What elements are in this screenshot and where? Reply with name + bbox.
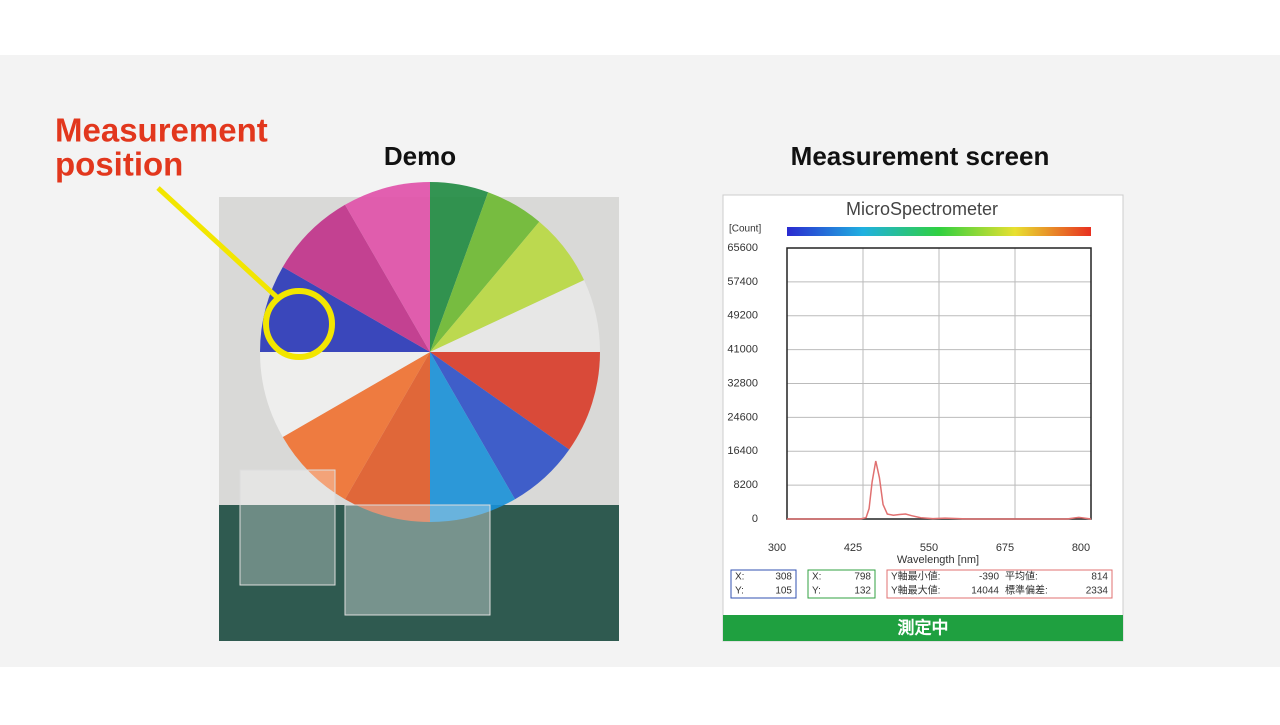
readout-text: 105: [775, 586, 792, 597]
y-axis-label: [Count]: [729, 224, 761, 235]
wheel-sector: [260, 352, 430, 437]
chart-title: MicroSpectrometer: [846, 199, 998, 219]
status-bar: [723, 615, 1123, 641]
readout-text: Y:: [735, 586, 744, 597]
wheel-sector: [430, 352, 515, 522]
demo-heading: Demo: [384, 141, 456, 171]
readout-text: Y軸最大値:: [891, 584, 940, 597]
pointer-line: [156, 186, 282, 302]
wheel-sector: [282, 204, 430, 352]
readout-text: 814: [1091, 572, 1108, 583]
wheel-sector: [430, 352, 570, 500]
spectrum-bar: [787, 227, 1091, 236]
callout-line-2: position: [55, 146, 183, 183]
readout-text: 標準偏差:: [1005, 584, 1048, 597]
y-tick-label: 24600: [727, 411, 758, 423]
readout-text: -390: [979, 572, 999, 583]
wheel-sector: [345, 182, 430, 352]
readout-text: 798: [854, 572, 871, 583]
y-tick-label: 49200: [727, 310, 758, 322]
pointer-circle: [263, 288, 335, 360]
y-tick-label: 16400: [727, 445, 758, 457]
readout-box: [807, 569, 876, 599]
photo-mat: [219, 505, 619, 641]
y-tick-label: 41000: [727, 344, 758, 356]
readout-text: Y軸最小値:: [891, 570, 940, 583]
readout-box: [886, 569, 1113, 599]
spectrum-line: [787, 460, 1092, 520]
x-tick-label: 800: [1072, 542, 1090, 554]
screen-heading: Measurement screen: [791, 141, 1050, 171]
readout-text: 2334: [1086, 586, 1109, 597]
wheel-sector: [430, 221, 585, 352]
readout-text: 平均値:: [1005, 570, 1038, 583]
x-tick-label: 425: [844, 542, 862, 554]
readout-text: Y:: [812, 586, 821, 597]
wheel-sector: [430, 192, 540, 352]
acrylic-stand: [344, 504, 491, 616]
wheel-sector: [430, 280, 600, 352]
y-tick-label: 0: [752, 513, 758, 525]
y-tick-label: 65600: [727, 242, 758, 254]
readout-text: X:: [812, 572, 821, 583]
readout-text: 308: [775, 572, 792, 583]
x-axis-label: Wavelength [nm]: [897, 554, 979, 566]
x-tick-label: 550: [920, 542, 938, 554]
readout-text: 132: [854, 586, 871, 597]
y-tick-label: 8200: [734, 479, 758, 491]
wheel-sector: [430, 182, 489, 352]
y-tick-label: 57400: [727, 276, 758, 288]
x-tick-label: 675: [996, 542, 1014, 554]
status-text: 測定中: [898, 617, 949, 637]
readout-text: 14044: [971, 586, 999, 597]
callout-line-1: Measurement: [55, 112, 268, 149]
readout-box: [730, 569, 797, 599]
acrylic-stand: [239, 469, 336, 586]
x-tick-label: 300: [768, 542, 786, 554]
readout-text: X:: [735, 572, 744, 583]
wheel-sector: [345, 352, 430, 522]
demo-photo: [219, 182, 619, 641]
y-tick-label: 32800: [727, 377, 758, 389]
wheel-sector: [282, 352, 430, 500]
screen-panel: [722, 194, 1124, 642]
wheel-sector: [430, 352, 600, 450]
